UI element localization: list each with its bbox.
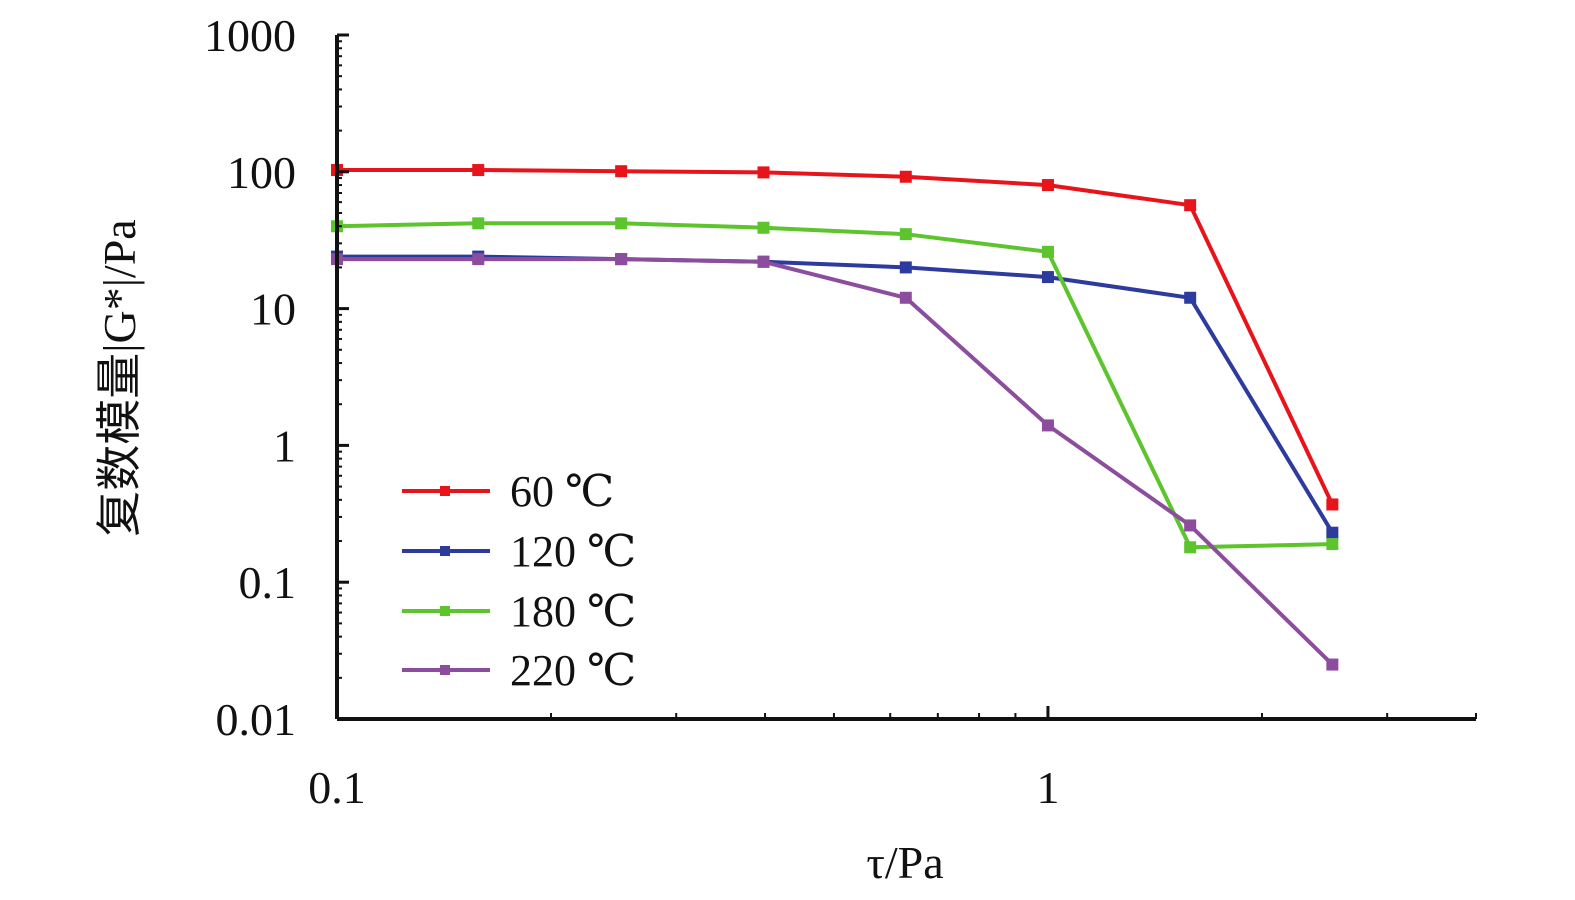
y-tick-label: 100 — [227, 147, 296, 198]
y-tick-label: 10 — [250, 284, 296, 335]
legend-item: 60 ℃ — [402, 467, 614, 516]
data-point — [1041, 419, 1054, 432]
y-axis-title: 复数模量|G*|/Pa — [94, 219, 145, 536]
data-point — [899, 261, 912, 274]
legend-marker — [440, 665, 450, 675]
series-line — [337, 257, 1334, 667]
series-2 — [331, 250, 1339, 539]
data-point — [615, 217, 628, 230]
data-point — [1326, 526, 1339, 539]
data-point — [899, 291, 912, 304]
legend-item: 220 ℃ — [402, 646, 636, 695]
data-point — [1041, 245, 1054, 258]
series-layer — [331, 164, 1339, 671]
data-point — [899, 228, 912, 241]
y-tick-label: 1000 — [204, 10, 296, 61]
data-point — [1041, 271, 1054, 284]
data-point — [1184, 541, 1197, 554]
legend-label: 180 ℃ — [510, 587, 636, 636]
series-line — [337, 168, 1335, 506]
data-point — [1041, 179, 1054, 192]
series-line — [336, 221, 1333, 550]
y-tick-label: 0.1 — [239, 557, 297, 608]
series-line — [337, 254, 1335, 534]
legend-label: 120 ℃ — [510, 527, 636, 576]
x-tick-label: 0.1 — [308, 762, 366, 813]
x-tick-label: 1 — [1036, 762, 1059, 813]
data-point — [899, 170, 912, 183]
data-point — [472, 253, 485, 266]
data-point — [1184, 199, 1197, 212]
data-point — [615, 165, 628, 178]
legend-marker — [440, 546, 450, 556]
data-point — [472, 217, 485, 230]
x-ticks: 0.1 1 — [308, 706, 1477, 813]
y-tick-label: 1 — [273, 420, 296, 471]
data-point — [757, 221, 770, 234]
series-4 — [331, 253, 1339, 671]
data-point — [1184, 519, 1197, 532]
data-point — [1326, 658, 1339, 671]
legend-item: 180 ℃ — [402, 587, 636, 636]
data-point — [1184, 291, 1197, 304]
data-point — [1326, 498, 1339, 511]
y-tick-label: 0.01 — [216, 694, 297, 745]
series-1 — [331, 164, 1339, 511]
series-3 — [331, 217, 1339, 554]
legend-label: 60 ℃ — [510, 467, 614, 516]
legend-label: 220 ℃ — [510, 646, 636, 695]
legend-item: 120 ℃ — [402, 527, 636, 576]
legend-marker — [440, 486, 450, 496]
data-point — [615, 253, 628, 266]
legend-marker — [440, 606, 450, 616]
y-ticks: 0.01 0.1 1 10 100 1000 — [204, 10, 349, 745]
legend: 60 ℃ 120 ℃ 180 ℃ 220 ℃ — [402, 467, 636, 695]
data-point — [757, 255, 770, 268]
x-axis-title: τ/Pa — [866, 837, 943, 888]
data-point — [757, 166, 770, 179]
data-point — [472, 164, 485, 177]
data-point — [1326, 538, 1339, 551]
